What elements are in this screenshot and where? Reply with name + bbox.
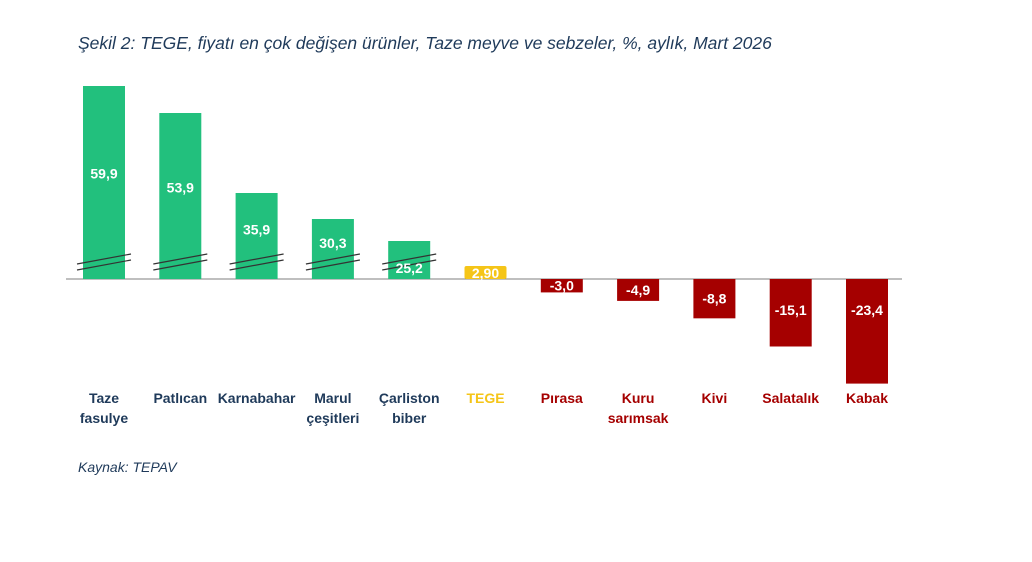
bar — [464, 266, 507, 279]
bar — [159, 113, 202, 279]
source-note: Kaynak: TEPAV — [78, 459, 177, 475]
category-label: Kivi — [702, 390, 728, 406]
category-label: Karnabahar — [218, 390, 296, 406]
category-label: biber — [392, 410, 427, 426]
data-label: 35,9 — [243, 221, 270, 237]
data-label: -3,0 — [550, 278, 574, 294]
bar — [846, 279, 888, 384]
bar — [83, 86, 125, 279]
category-label: Kuru — [622, 390, 655, 406]
data-label: -15,1 — [775, 302, 807, 318]
axis-break-mark — [153, 253, 208, 265]
category-label: Çarliston — [379, 390, 440, 406]
axis-break-mark — [229, 259, 284, 271]
category-label: fasulye — [80, 410, 128, 426]
category-label: Pırasa — [541, 390, 583, 406]
axis-break-mark — [76, 253, 132, 265]
data-label: -4,9 — [626, 282, 650, 298]
bar — [617, 279, 660, 301]
category-label: Salatalık — [762, 390, 819, 406]
data-label: 2,90 — [472, 265, 499, 281]
bar — [540, 279, 583, 293]
axis-break-mark — [229, 253, 284, 265]
category-label: Marul — [314, 390, 351, 406]
axis-break-mark — [382, 253, 437, 265]
category-label: Kabak — [846, 390, 888, 406]
bar — [311, 219, 354, 279]
chart-title: Şekil 2: TEGE, fiyatı en çok değişen ürü… — [78, 33, 772, 53]
bar — [388, 241, 431, 279]
data-label: 25,2 — [396, 260, 423, 276]
data-label: 53,9 — [167, 180, 194, 196]
axis-break-mark — [382, 259, 437, 271]
category-label: çeşitleri — [306, 410, 359, 426]
bar — [769, 279, 812, 347]
category-label: sarımsak — [608, 410, 669, 426]
axis-break-mark — [76, 259, 132, 271]
data-label: -23,4 — [851, 302, 883, 318]
data-label: 59,9 — [90, 166, 117, 182]
bar — [693, 279, 736, 319]
axis-break-mark — [305, 259, 361, 271]
data-label: -8,8 — [702, 291, 726, 307]
axis-break-mark — [153, 259, 208, 271]
category-label: Patlıcan — [153, 390, 207, 406]
category-label: TEGE — [466, 390, 504, 406]
axis-break-mark — [305, 253, 361, 265]
data-label: 30,3 — [319, 235, 346, 251]
category-label: Taze — [89, 390, 119, 406]
